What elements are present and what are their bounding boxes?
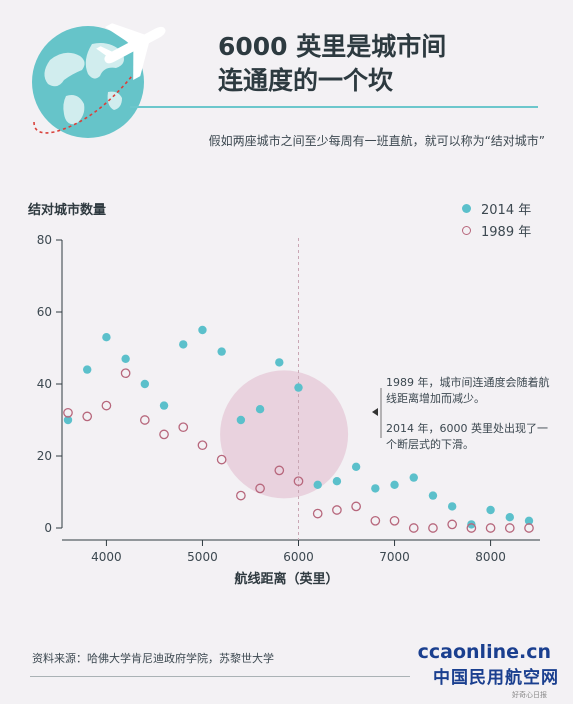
x-axis-label: 航线距离（英里）: [234, 572, 339, 587]
point-1989-3600: [63, 407, 73, 418]
page-title: 6000 英里是城市间 连通度的一个坎: [218, 30, 446, 98]
point-2014-8400: [524, 516, 534, 525]
point-2014-4600: [159, 401, 169, 410]
point-2014-7200: [409, 473, 418, 482]
point-1989-7200: [408, 523, 419, 533]
point-1989-4800: [178, 422, 189, 433]
point-2014-4000: [102, 333, 111, 342]
y-tick-label-0: 0: [44, 521, 52, 535]
point-1989-7600: [447, 519, 458, 530]
point-1989-8000: [485, 523, 496, 533]
point-2014-5200: [217, 347, 226, 356]
point-1989-6200: [312, 508, 323, 519]
legend-label-2014: 2014 年: [481, 202, 532, 218]
point-1989-7800: [466, 523, 477, 533]
x-tick-label-5000: 5000: [187, 550, 218, 564]
point-1989-4200: [120, 368, 131, 379]
point-2014-8000: [486, 505, 495, 515]
point-1989-7400: [428, 523, 438, 533]
point-2014-6000: [294, 383, 303, 392]
point-2014-3600: [63, 415, 73, 425]
y-tick-label-20: 20: [37, 449, 52, 463]
airplane-icon: [96, 23, 166, 80]
point-2014-4400: [140, 379, 150, 389]
point-2014-7000: [390, 480, 399, 489]
annotation-pointer: [372, 408, 378, 416]
point-2014-3800: [83, 365, 92, 374]
point-2014-5800: [275, 358, 284, 367]
point-2014-5400: [236, 415, 246, 425]
y-axis-label: 结对城市数量: [28, 203, 107, 218]
y-tick-label-60: 60: [37, 305, 52, 319]
point-1989-4600: [159, 429, 169, 440]
legend-marker-2014: [462, 203, 471, 213]
subtitle: 假如两座城市之间至少每周有一班直航，就可以称为“结对城市”: [208, 134, 545, 148]
legend-item-2014: 2014 年: [462, 197, 531, 219]
point-1989-8200: [504, 523, 515, 533]
point-1989-6800: [370, 515, 381, 526]
x-tick-label-8000: 8000: [475, 550, 506, 564]
annotation-2014: 2014 年，6000 英里处出现了一个断层式的下滑。: [386, 422, 548, 451]
point-2014-8200: [505, 513, 514, 522]
point-2014-7600: [447, 502, 457, 511]
point-1989-8400: [524, 523, 534, 533]
point-2014-7400: [428, 491, 438, 500]
legend: 2014 年 1989 年: [462, 197, 531, 241]
point-2014-5000: [198, 325, 207, 335]
title-line-1: 6000 英里是城市间: [218, 32, 447, 61]
point-1989-7000: [389, 515, 400, 526]
point-2014-4800: [179, 340, 188, 349]
point-1989-4000: [101, 400, 112, 411]
x-tick-label-4000: 4000: [91, 550, 122, 564]
annotation: 1989 年，城市间连通度会随着航线距离增加而减少。 2014 年，6000 英…: [386, 375, 556, 467]
point-2014-6400: [332, 477, 342, 486]
point-1989-4400: [139, 415, 150, 425]
legend-marker-1989: [462, 225, 471, 235]
y-tick-label-80: 80: [37, 233, 52, 247]
watermark-small: 好奇心日报: [512, 691, 547, 699]
point-1989-6600: [351, 501, 361, 512]
point-1989-6000: [293, 476, 304, 487]
point-2014-4200: [121, 354, 130, 363]
x-tick-label-6000: 6000: [283, 550, 314, 564]
source-note: 资料来源：哈佛大学肯尼迪政府学院，苏黎世大学: [32, 652, 274, 665]
point-1989-5800: [274, 465, 285, 476]
bottom-divider: [30, 676, 410, 677]
y-tick-label-40: 40: [37, 377, 52, 391]
point-2014-6800: [371, 484, 380, 493]
point-1989-6400: [332, 505, 342, 515]
annotation-1989: 1989 年，城市间连通度会随着航线距离增加而减少。: [386, 376, 550, 405]
point-2014-5600: [255, 405, 265, 414]
legend-item-1989: 1989 年: [462, 219, 531, 241]
point-1989-5200: [216, 454, 227, 465]
point-1989-5400: [236, 490, 246, 501]
point-1989-5600: [255, 483, 265, 494]
point-1989-3800: [82, 411, 93, 422]
legend-label-1989: 1989 年: [481, 224, 532, 240]
x-tick-label-7000: 7000: [379, 550, 410, 564]
title-line-2: 连通度的一个坎: [218, 66, 394, 95]
flight-path: [33, 75, 133, 134]
point-2014-6200: [313, 480, 322, 489]
watermark-url: ccaonline.cn: [417, 641, 551, 663]
point-2014-6600: [351, 462, 361, 471]
watermark-logo: 中国民用航空网: [433, 668, 559, 688]
title-divider: [130, 106, 538, 108]
highlight-circle: [220, 370, 349, 499]
point-1989-5000: [197, 440, 208, 451]
